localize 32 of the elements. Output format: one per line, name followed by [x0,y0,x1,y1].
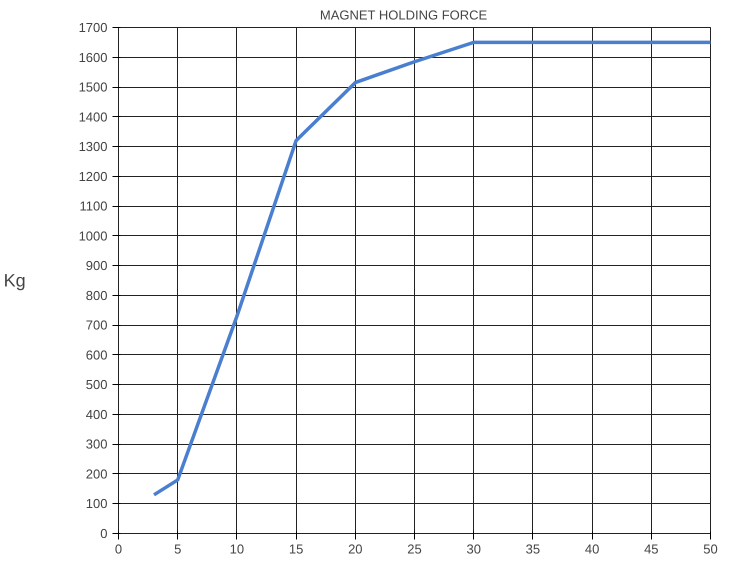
x-tick-label: 40 [584,542,600,556]
y-tick-label: 1300 [78,139,108,154]
x-tick-label: 10 [230,542,244,556]
y-tick-label: 1200 [78,168,108,184]
y-axis-title: Kg [4,270,26,290]
y-tick-label: 700 [86,318,108,333]
y-tick-label: 300 [86,436,108,452]
x-tick-label: 35 [526,542,540,556]
y-tick-label: 0 [100,526,108,541]
chart-title: MAGNET HOLDING FORCE [320,8,488,22]
x-tick-label: 25 [407,542,422,556]
line-series [152,40,710,497]
y-tick-label: 600 [86,347,108,362]
x-tick-label: 0 [114,542,122,556]
y-tick-label: 100 [86,496,108,512]
x-tick-label: 30 [466,542,481,556]
x-tick-label: 5 [174,542,182,556]
y-tick-label: 200 [86,466,108,482]
y-tick-label: 1600 [78,50,108,65]
y-tick-label: 1500 [78,80,108,95]
y-tick-label: 500 [86,377,108,392]
x-tick-label: 50 [703,542,718,556]
y-tick-label: 1700 [78,20,108,35]
y-tick-label: 900 [86,258,108,274]
y-tick-label: 1100 [80,198,108,214]
y-tick-label: 400 [86,406,108,422]
y-tick-label: 800 [86,288,108,303]
x-tick-label: 15 [288,542,304,556]
x-tick-label: 45 [644,542,659,556]
x-tick-label: 20 [348,542,363,556]
y-tick-label: 1400 [78,109,108,124]
y-tick-label: 1000 [78,228,108,244]
